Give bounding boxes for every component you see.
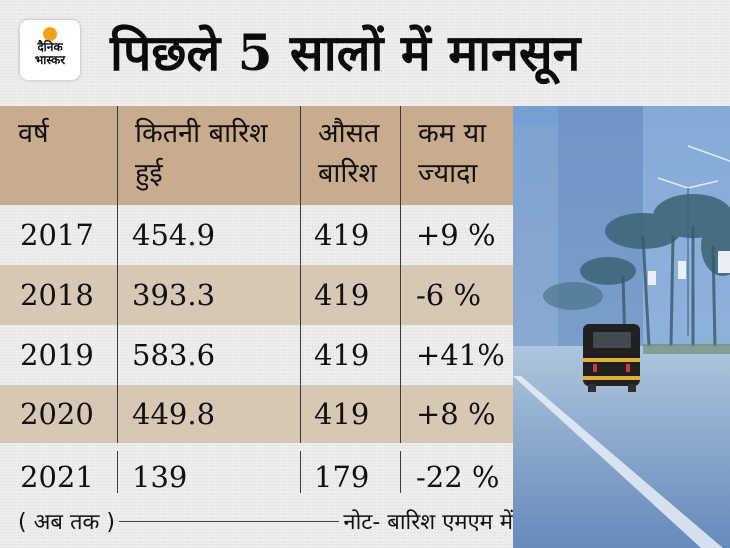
table-row: 2018 393.3 419 -6 %: [0, 265, 513, 325]
cell-average: 179: [314, 460, 370, 494]
column-divider: [400, 205, 401, 265]
header-year: वर्ष: [18, 118, 49, 149]
page-title: पिछले 5 सालों में मानसून: [110, 23, 581, 82]
sun-icon: [43, 27, 57, 41]
monsoon-rain-photo: [513, 106, 730, 548]
cell-change: +9 %: [416, 218, 496, 252]
column-divider: [300, 205, 301, 265]
cell-average: 419: [314, 338, 370, 372]
column-divider: [400, 451, 401, 493]
column-divider: [300, 451, 301, 493]
column-divider: [117, 205, 118, 265]
column-divider: [300, 385, 301, 443]
footer-so-far-note: ( अब तक ): [18, 510, 115, 535]
table-header-row: वर्ष कितनी बारिश हुई औसत बारिश कम या ज्य…: [0, 106, 513, 205]
cell-average: 419: [314, 218, 370, 252]
cell-rainfall: 139: [132, 460, 188, 494]
logo-text-line1: दैनिक: [37, 40, 63, 54]
cell-rainfall: 449.8: [132, 397, 216, 431]
column-divider: [300, 325, 301, 385]
column-divider: [400, 325, 401, 385]
footer-unit-note: नोट- बारिश एमएम में: [343, 510, 513, 535]
column-divider: [400, 265, 401, 325]
column-divider: [400, 106, 401, 205]
footer-rule: [118, 520, 340, 522]
cell-year: 2021: [20, 460, 94, 494]
column-divider: [117, 325, 118, 385]
cell-rainfall: 583.6: [132, 338, 216, 372]
cell-year: 2018: [20, 278, 94, 312]
cell-change: +41%: [416, 338, 505, 372]
cell-average: 419: [314, 397, 370, 431]
cell-year: 2017: [20, 218, 94, 252]
column-divider: [117, 106, 118, 205]
table-row: 2020 449.8 419 +8 %: [0, 385, 513, 443]
cell-change: -22 %: [416, 460, 500, 494]
header-average: औसत बारिश: [318, 118, 380, 189]
auto-rickshaw: [583, 324, 640, 392]
cell-average: 419: [314, 278, 370, 312]
column-divider: [117, 451, 118, 493]
cell-change: -6 %: [416, 278, 482, 312]
monsoon-table: वर्ष कितनी बारिश हुई औसत बारिश कम या ज्य…: [0, 106, 513, 503]
column-divider: [300, 106, 301, 205]
cell-rainfall: 454.9: [132, 218, 216, 252]
table-row: 2017 454.9 419 +9 %: [0, 205, 513, 265]
column-divider: [300, 265, 301, 325]
column-divider: [117, 385, 118, 443]
header-change: कम या ज्यादा: [418, 118, 487, 189]
column-divider: [117, 265, 118, 325]
cell-change: +8 %: [416, 397, 496, 431]
table-row: 2019 583.6 419 +41%: [0, 325, 513, 385]
rain-street-illustration: [513, 106, 730, 548]
cell-year: 2020: [20, 397, 94, 431]
table-row: 2021 139 179 -22 %: [0, 443, 513, 503]
header-rainfall: कितनी बारिश हुई: [135, 118, 268, 189]
logo-text-line2: भास्कर: [34, 53, 66, 67]
dainik-bhaskar-logo: दैनिक भास्कर: [20, 20, 80, 80]
column-divider: [400, 385, 401, 443]
cell-year: 2019: [20, 338, 94, 372]
table-footer: ( अब तक ) नोट- बारिश एमएम में: [18, 503, 513, 539]
cell-rainfall: 393.3: [132, 278, 216, 312]
